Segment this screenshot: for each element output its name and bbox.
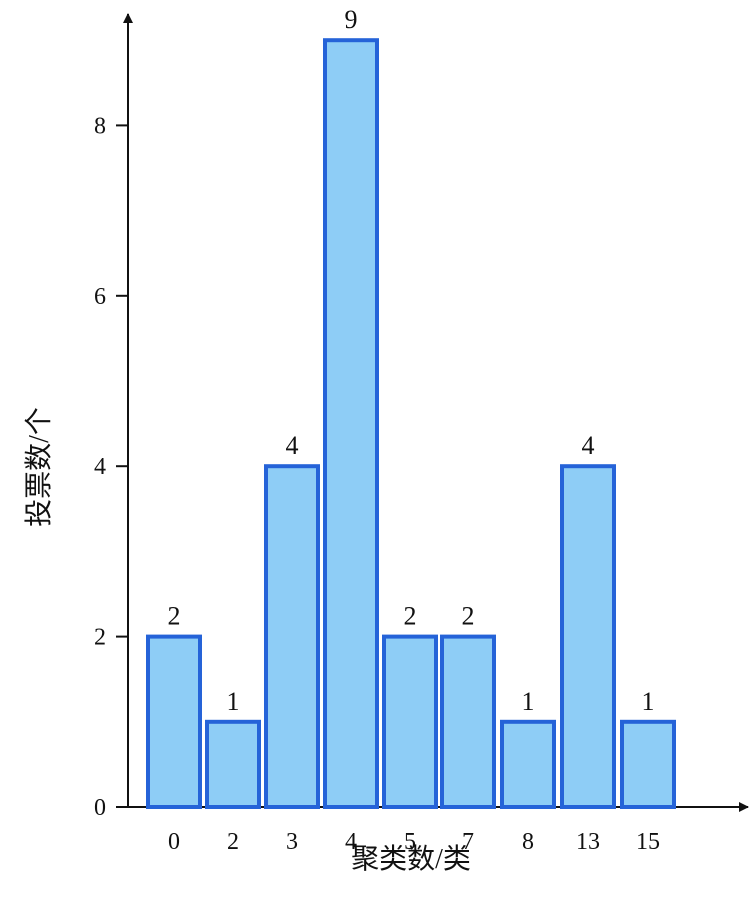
y-axis: 0 2 4 6 8: [94, 13, 133, 821]
x-axis-title: 聚类数/类: [351, 843, 471, 875]
bar-value-label: 2: [404, 602, 417, 631]
bar: [323, 38, 379, 809]
y-axis-title: 投票数/个: [23, 407, 55, 527]
bar: [264, 464, 320, 809]
y-tick-label: 0: [94, 795, 106, 821]
y-tick-label: 4: [94, 454, 106, 480]
bar-value-label: 1: [227, 687, 240, 716]
y-tick-label: 8: [94, 113, 106, 139]
x-tick-label: 13: [576, 829, 600, 855]
x-tick-label: 8: [522, 829, 534, 855]
data-labels-group: 2 1 4 9 2 2 1 4 1: [168, 5, 655, 716]
bar: [560, 464, 616, 809]
bar: [440, 634, 496, 809]
bar-value-label: 2: [462, 602, 475, 631]
bar-value-label: 1: [522, 687, 535, 716]
x-tick-label: 0: [168, 829, 180, 855]
x-tick-label: 7: [462, 829, 474, 855]
bar: [382, 634, 438, 809]
bar-value-label: 1: [642, 687, 655, 716]
y-tick-label: 6: [94, 284, 106, 310]
bar-value-label: 2: [168, 602, 181, 631]
bar: [620, 719, 676, 809]
bar: [500, 719, 556, 809]
bar-value-label: 4: [286, 431, 299, 460]
bar-value-label: 4: [582, 431, 595, 460]
bar: [146, 634, 202, 809]
bar-value-label: 9: [345, 5, 358, 34]
x-tick-label: 4: [345, 829, 357, 855]
x-tick-label: 2: [227, 829, 239, 855]
bars-group: [146, 38, 676, 809]
bar: [205, 719, 261, 809]
x-tick-label: 3: [286, 829, 298, 855]
x-tick-label: 5: [404, 829, 416, 855]
y-tick-label: 2: [94, 625, 106, 651]
x-tick-label: 15: [636, 829, 660, 855]
